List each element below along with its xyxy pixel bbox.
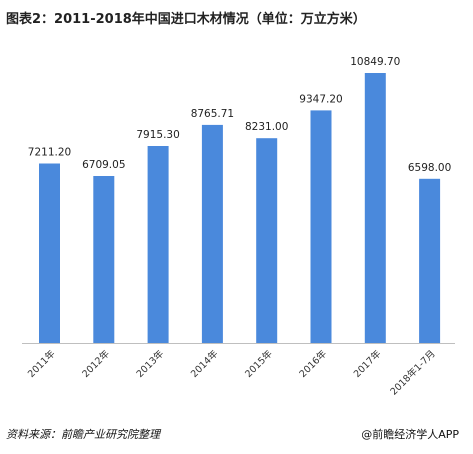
data-labels-layer: 7211.20 6709.05 7915.30 8765.71 8231.00 9347.… [28, 56, 452, 174]
brand-credit: @前瞻经济学人APP [361, 428, 459, 441]
bar-6 [364, 73, 386, 343]
data-label-0: 7211.20 [28, 147, 71, 159]
bars-layer [39, 73, 441, 344]
data-label-4: 8231.00 [245, 121, 288, 133]
bar-2 [147, 146, 169, 343]
x-tick-label-1: 2012年 [80, 347, 113, 380]
bar-0 [39, 163, 60, 343]
x-tick-labels-layer: 2011年 2012年 2013年 2014年 2015年 2016年 2017年 2018年… [25, 347, 437, 397]
data-label-7: 6598.00 [408, 162, 451, 174]
x-tick-label-4: 2015年 [243, 347, 276, 380]
x-tick-label-5: 2016年 [297, 347, 330, 380]
bar-4 [256, 138, 278, 343]
chart-title: 图表2：2011-2018年中国进口木材情况（单位：万立方米） [6, 12, 366, 27]
data-label-6: 10849.70 [350, 56, 400, 68]
bar-1 [93, 176, 115, 343]
x-tick-label-3: 2014年 [188, 347, 221, 380]
data-label-1: 6709.05 [82, 159, 125, 171]
x-tick-label-0: 2011年 [25, 347, 58, 380]
bar-7 [419, 178, 441, 343]
data-label-2: 7915.30 [136, 129, 179, 141]
data-label-5: 9347.20 [299, 93, 342, 105]
source-note: 资料来源：前瞻产业研究院整理 [6, 428, 160, 441]
x-tick-label-2: 2013年 [134, 347, 167, 380]
data-label-3: 8765.71 [191, 108, 234, 120]
bar-5 [310, 110, 332, 344]
x-tick-label-6: 2017年 [351, 347, 384, 380]
x-tick-label-7: 2018年1-7月 [388, 348, 438, 398]
bar-3 [201, 124, 223, 344]
